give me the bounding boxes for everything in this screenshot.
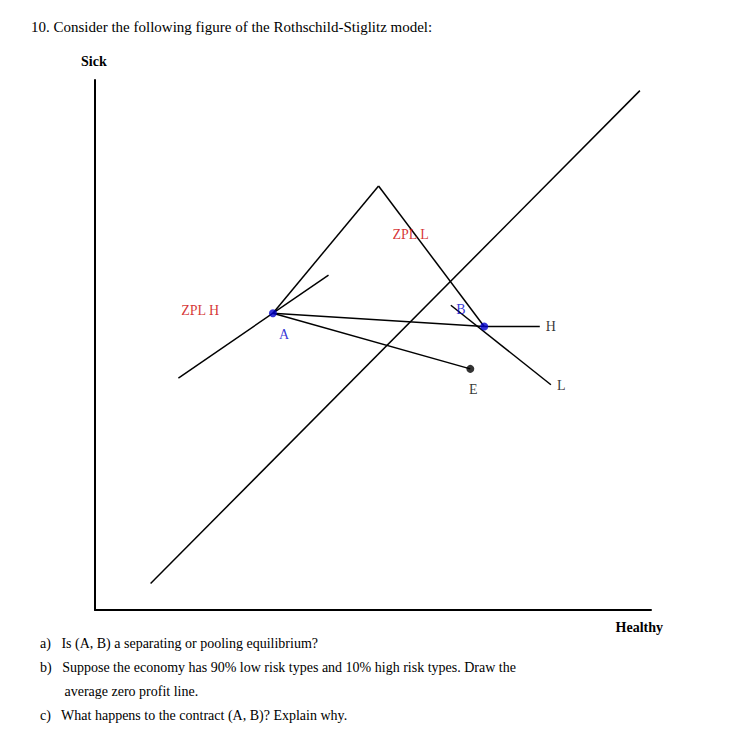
svg-text:E: E	[469, 382, 478, 397]
svg-text:H: H	[546, 319, 556, 334]
svg-text:a) Is (A, B) a separating or: a) Is (A, B) a separating or pooling equ…	[40, 636, 318, 652]
svg-text:ZPL H: ZPL H	[181, 303, 219, 318]
svg-text:10. Consider the following fig: 10. Consider the following figure of the…	[31, 19, 432, 35]
svg-text:b) Suppose the economy has 9: b) Suppose the economy has 90% low risk …	[40, 660, 516, 676]
svg-text:c) What happens to the contr: c) What happens to the contract (A, B)? …	[40, 708, 347, 724]
svg-text:L: L	[557, 378, 566, 393]
svg-text:A: A	[279, 327, 290, 342]
svg-text:Healthy: Healthy	[616, 620, 663, 635]
svg-text:Sick: Sick	[81, 54, 107, 69]
svg-text:ZPL L: ZPL L	[392, 227, 428, 242]
svg-text:B: B	[456, 302, 465, 317]
svg-text:average zero profit line.: average zero profit line.	[40, 684, 198, 699]
